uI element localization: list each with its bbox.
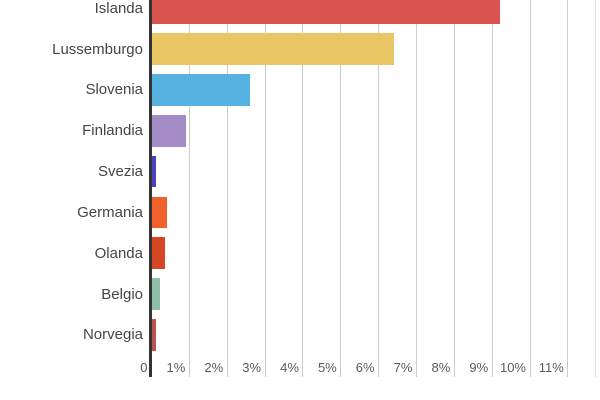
x-tick-label-6-: 6% [355,360,375,375]
gridline-8- [453,0,455,377]
y-axis-line [148,0,152,377]
row-label-olanda: Olanda [94,244,143,262]
gridline-10- [529,0,531,377]
row-label-finlandia: Finlandia [82,122,143,140]
row-label-svezia: Svezia [97,163,143,181]
x-tick-label-1-: 1% [166,360,186,375]
bar-islanda[interactable] [151,0,500,25]
gridline-2- [226,0,228,377]
x-tick-label-10-: 10% [499,360,526,375]
x-tick-label-8-: 8% [431,360,451,375]
x-tick-label-9-: 9% [469,360,489,375]
gridline-1- [188,0,190,377]
x-tick-label-3-: 3% [242,360,262,375]
x-tick-label-0: 0 [140,360,148,375]
row-label-islanda: Islanda [94,0,143,17]
bar-lussemburgo[interactable] [151,33,394,65]
x-tick-label-5-: 5% [317,360,337,375]
gridline-5- [340,0,342,377]
bar-norvegia[interactable] [151,319,157,351]
bar-finlandia[interactable] [151,115,186,147]
gridline-11- [567,0,569,377]
bar-slovenia[interactable] [151,74,250,106]
row-label-norvegia: Norvegia [82,326,143,344]
gridline-4- [302,0,304,377]
x-tick-label-11-: 11% [538,360,564,375]
x-tick-label-7-: 7% [393,360,413,375]
x-tick-label-2-: 2% [204,360,224,375]
row-label-germania: Germania [77,203,143,221]
gridline-9- [491,0,493,377]
bar-svezia[interactable] [151,155,157,188]
bar-olanda[interactable] [151,237,165,269]
gridline-3- [264,0,266,377]
x-tick-label-4-: 4% [280,360,299,375]
bar-germania[interactable] [151,196,167,229]
gridline-6- [378,0,380,377]
bar-belgio[interactable] [151,278,160,310]
row-label-slovenia: Slovenia [85,81,143,99]
plot-right-border [595,0,596,377]
row-label-lussemburgo: Lussemburgo [52,40,143,58]
row-label-belgio: Belgio [101,285,143,303]
gridline-7- [415,0,417,377]
